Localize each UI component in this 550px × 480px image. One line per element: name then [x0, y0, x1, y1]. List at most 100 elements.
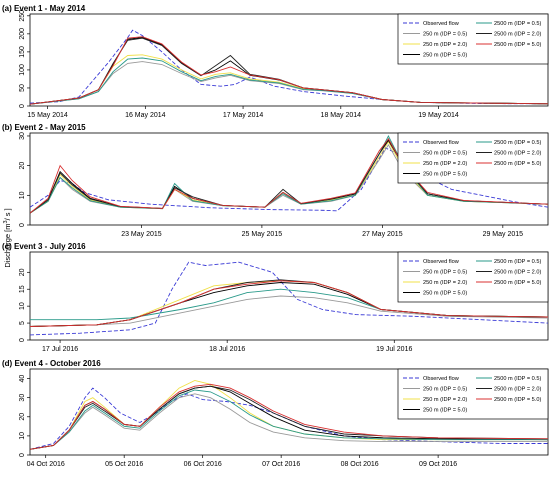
legend-label: 2500 m (IDP = 5.0)	[494, 42, 541, 48]
legend-label: 2500 m (IDP = 0.5)	[494, 259, 541, 265]
x-tick-label: 09 Oct 2016	[419, 461, 457, 468]
legend-label: 2500 m (IDP = 2.0)	[494, 270, 541, 276]
y-tick-label: 10	[19, 191, 26, 199]
y-tick-label: 30	[19, 132, 26, 140]
y-tick-label: 10	[19, 432, 26, 440]
y-tick-label: 5	[19, 321, 26, 325]
legend-label: 2500 m (IDP = 0.5)	[494, 21, 541, 27]
series-observed-flow	[30, 147, 548, 212]
legend-label: 2500 m (IDP = 5.0)	[494, 397, 541, 403]
legend-label: 250 m (IDP = 0.5)	[423, 270, 467, 276]
y-tick-label: 0	[19, 223, 26, 227]
x-tick-label: 05 Oct 2016	[105, 461, 143, 468]
legend-label: 250 m (IDP = 2.0)	[423, 397, 467, 403]
series-observed-flow	[30, 29, 548, 105]
x-tick-label: 17 Jul 2016	[42, 346, 78, 353]
x-tick-label: 18 Jul 2016	[209, 346, 245, 353]
legend-label: 250 m (IDP = 0.5)	[423, 387, 467, 393]
legend-label: 250 m (IDP = 2.0)	[423, 280, 467, 286]
y-tick-label: 30	[19, 394, 26, 402]
y-tick-label: 50	[19, 84, 26, 92]
legend-label: 2500 m (IDP = 0.5)	[494, 140, 541, 146]
x-tick-label: 07 Oct 2016	[262, 461, 300, 468]
x-tick-label: 19 May 2014	[418, 112, 459, 119]
y-tick-label: 0	[19, 104, 26, 108]
legend-label: 250 m (IDP = 0.5)	[423, 151, 467, 157]
panel-title: (b) Event 2 - May 2015	[2, 123, 86, 132]
series-2500-m-idp-0-5	[30, 389, 548, 450]
legend-label: Observed flow	[423, 21, 460, 27]
legend-label: 2500 m (IDP = 2.0)	[494, 387, 541, 393]
legend: Observed flow 250 m (IDP = 0.5) 250 m (IDP…	[397, 132, 549, 184]
legend-label: 2500 m (IDP = 0.5)	[494, 376, 541, 382]
x-tick-label: 16 May 2014	[125, 112, 166, 119]
legend-label: 2500 m (IDP = 2.0)	[494, 32, 541, 38]
legend-label: 250 m (IDP = 5.0)	[423, 53, 467, 59]
legend-label: Observed flow	[423, 376, 460, 382]
y-axis-label-superscript: 3	[3, 220, 9, 223]
legend-box	[397, 13, 549, 65]
y-tick-label: 15	[19, 285, 26, 293]
y-tick-label: 100	[19, 64, 26, 76]
series-2500-m-idp-5-0	[30, 383, 548, 450]
y-tick-label: 10	[19, 302, 26, 310]
legend: Observed flow 250 m (IDP = 0.5) 250 m (IDP…	[397, 251, 549, 303]
legend-box	[397, 132, 549, 184]
x-tick-label: 27 May 2015	[362, 231, 403, 238]
series-group	[30, 29, 548, 105]
y-tick-label: 20	[19, 268, 26, 276]
legend-label: 250 m (IDP = 2.0)	[423, 42, 467, 48]
x-tick-label: 08 Oct 2016	[341, 461, 379, 468]
legend-label: 2500 m (IDP = 5.0)	[494, 280, 541, 286]
legend-label: 250 m (IDP = 5.0)	[423, 172, 467, 178]
legend-label: Observed flow	[423, 140, 460, 146]
legend-box	[397, 368, 549, 420]
legend-label: 2500 m (IDP = 5.0)	[494, 161, 541, 167]
legend: Observed flow 250 m (IDP = 0.5) 250 m (IDP…	[397, 13, 549, 65]
y-tick-label: 150	[19, 46, 26, 58]
legend-label: Observed flow	[423, 259, 460, 265]
panel-title: (a) Event 1 - May 2014	[2, 4, 86, 13]
panel-2: (b) Event 2 - May 2015 0 10 20 30 23 May 2015…	[2, 123, 549, 238]
series-250-m-idp-0-5	[30, 393, 548, 450]
y-tick-label: 20	[19, 162, 26, 170]
panel-4: (d) Event 4 - October 2016 0 10 20 30 40 04 Oc…	[2, 359, 549, 468]
series-2500-m-idp-5-0	[30, 36, 548, 105]
series-2500-m-idp-5-0	[30, 280, 548, 327]
x-tick-label: 04 Oct 2016	[27, 461, 65, 468]
series-250-m-idp-0-5	[30, 295, 548, 327]
y-tick-label: 0	[19, 453, 26, 457]
x-tick-label: 29 May 2015	[483, 231, 524, 238]
y-axis-label: Discharge [m3/ s ]	[3, 208, 12, 267]
series-observed-flow	[30, 261, 548, 336]
x-tick-label: 25 May 2015	[242, 231, 283, 238]
legend-label: 2500 m (IDP = 2.0)	[494, 151, 541, 157]
series-group	[30, 261, 548, 336]
y-tick-label: 250	[19, 10, 26, 22]
y-tick-label: 200	[19, 28, 26, 40]
panel-1: (a) Event 1 - May 2014 0 50 100 150 200 250 15 …	[2, 4, 549, 119]
x-tick-label: 18 May 2014	[321, 112, 362, 119]
series-group	[30, 380, 548, 450]
legend-label: 250 m (IDP = 2.0)	[423, 161, 467, 167]
y-tick-label: 0	[19, 338, 26, 342]
legend-label: 250 m (IDP = 5.0)	[423, 408, 467, 414]
y-tick-label: 20	[19, 413, 26, 421]
x-tick-label: 17 May 2014	[223, 112, 264, 119]
legend-label: 250 m (IDP = 0.5)	[423, 32, 467, 38]
y-tick-label: 40	[19, 375, 26, 383]
x-tick-label: 06 Oct 2016	[184, 461, 222, 468]
legend: Observed flow 250 m (IDP = 0.5) 250 m (IDP…	[397, 368, 549, 420]
x-tick-label: 23 May 2015	[121, 231, 162, 238]
legend-label: 250 m (IDP = 5.0)	[423, 291, 467, 297]
series-2500-m-idp-2-0	[30, 385, 548, 450]
x-tick-label: 15 May 2014	[27, 112, 68, 119]
panel-title: (c) Event 3 - July 2016	[2, 242, 86, 251]
x-tick-label: 19 Jul 2016	[376, 346, 412, 353]
y-axis-label-unit: / s ]	[3, 208, 12, 220]
series-2500-m-idp-0-5	[30, 57, 548, 105]
panel-3: (c) Event 3 - July 2016 0 5 10 15 20 17 Jul 20…	[2, 242, 549, 353]
legend-box	[397, 251, 549, 303]
